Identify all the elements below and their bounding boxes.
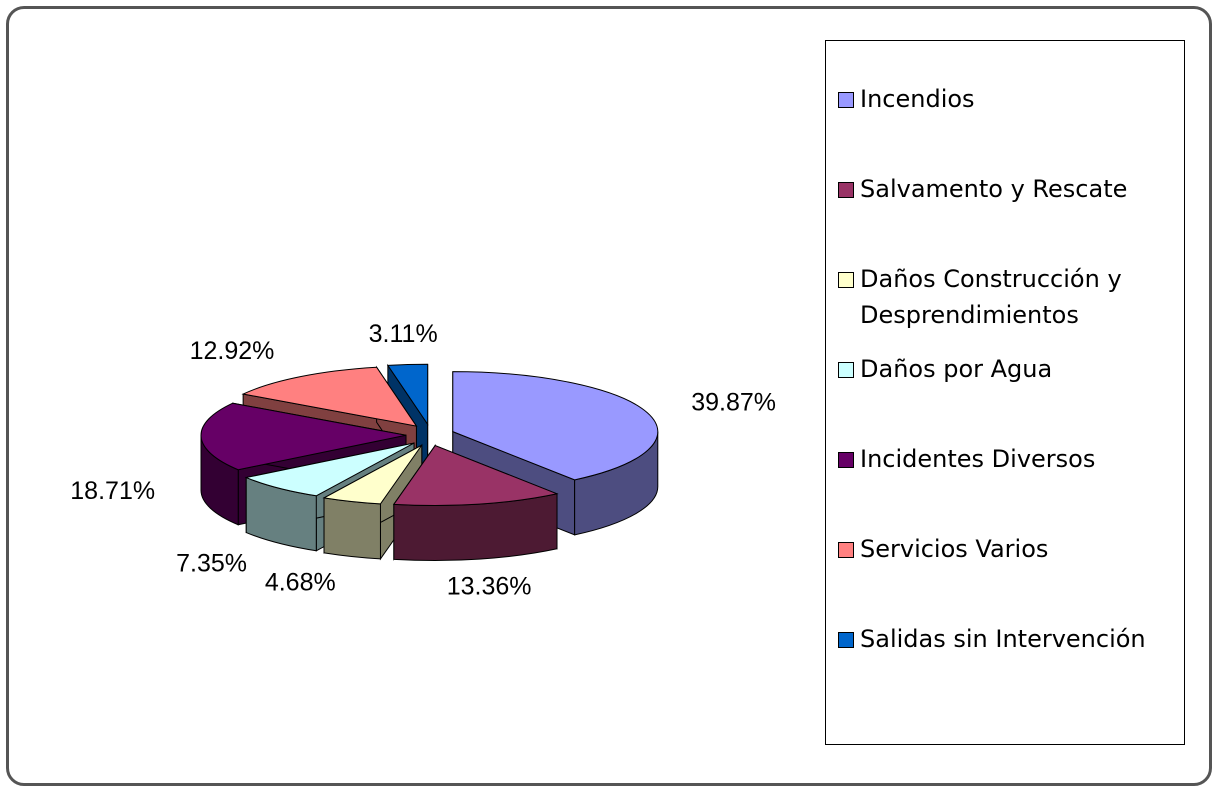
data-label: 4.68% <box>265 569 336 597</box>
legend-label: Servicios Varios <box>860 535 1049 563</box>
legend-item: Daños por Agua <box>838 351 1178 387</box>
legend-swatch <box>838 452 854 468</box>
legend-label: Daños Construcción y Desprendimientos <box>860 265 1122 329</box>
legend-swatch <box>838 272 854 288</box>
slice-top <box>392 444 559 507</box>
slice-wall <box>323 497 381 560</box>
pie-slice <box>392 443 559 562</box>
legend-label: Daños por Agua <box>860 355 1053 383</box>
legend-item: Daños Construcción y Desprendimientos <box>838 261 1178 333</box>
slice-top <box>244 442 415 497</box>
slice-top <box>386 363 429 426</box>
legend-item: Salidas sin Intervención <box>838 621 1178 657</box>
slice-top <box>322 444 423 505</box>
data-label: 3.11% <box>369 320 438 348</box>
data-label: 39.87% <box>691 388 776 416</box>
legend-item: Salvamento y Rescate <box>838 171 1178 207</box>
pie-slice <box>322 443 423 561</box>
data-label: 7.35% <box>176 549 247 577</box>
data-label: 13.36% <box>447 572 532 600</box>
data-label: 18.71% <box>70 477 155 505</box>
legend-swatch <box>838 362 854 378</box>
data-label: 12.92% <box>190 337 275 365</box>
legend-label: Salvamento y Rescate <box>860 175 1128 203</box>
slice-top <box>241 366 418 427</box>
legend-item: Incidentes Diversos <box>838 441 1178 477</box>
legend-label: Incendios <box>860 85 975 113</box>
slice-top <box>452 371 659 481</box>
legend: Incendios Salvamento y Rescate Daños Const… <box>825 40 1185 745</box>
legend-item: Incendios <box>838 81 1178 117</box>
legend-item: Servicios Varios <box>838 531 1178 567</box>
legend-swatch <box>838 182 854 198</box>
legend-swatch <box>838 92 854 108</box>
slice-top <box>200 402 407 471</box>
legend-swatch <box>838 632 854 648</box>
legend-label: Incidentes Diversos <box>860 445 1096 473</box>
legend-label: Salidas sin Intervención <box>860 625 1146 653</box>
legend-swatch <box>838 542 854 558</box>
chart: 39.87% 13.36% 4.68% 7.35% 18.71% 12.92% 3.11% <box>70 320 776 600</box>
